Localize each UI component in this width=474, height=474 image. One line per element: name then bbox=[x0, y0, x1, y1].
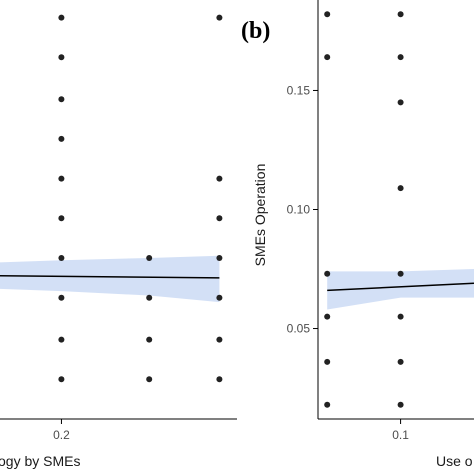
y-tick-label: 0.05 bbox=[287, 322, 311, 336]
data-point bbox=[216, 215, 223, 222]
fit-line-group bbox=[327, 282, 474, 292]
data-point bbox=[146, 376, 153, 383]
data-point bbox=[397, 358, 404, 365]
panel-label: (b) bbox=[241, 18, 270, 44]
data-points-group bbox=[324, 11, 404, 408]
x-axis-title: Use o bbox=[436, 453, 473, 469]
data-point bbox=[324, 313, 331, 320]
fit-line bbox=[0, 274, 220, 279]
data-point bbox=[58, 376, 65, 383]
y-ticks-group: 0.05 0.10 0.15 bbox=[287, 83, 318, 336]
data-point bbox=[324, 270, 331, 277]
data-point bbox=[58, 96, 65, 103]
confidence-band-group bbox=[0, 255, 220, 303]
data-points-group bbox=[58, 14, 223, 383]
y-tick-label: 0.10 bbox=[287, 203, 311, 217]
data-point bbox=[216, 175, 223, 182]
data-point bbox=[58, 336, 65, 343]
data-point bbox=[397, 185, 404, 192]
data-point bbox=[324, 11, 331, 18]
y-axis-title: SMEs Operation bbox=[252, 164, 268, 267]
data-point bbox=[58, 294, 65, 301]
data-point bbox=[397, 99, 404, 106]
x-ticks-group: 0.2 bbox=[53, 419, 70, 442]
data-point bbox=[324, 54, 331, 61]
y-tick-label: 0.15 bbox=[287, 83, 311, 97]
panel-b-plot: 0.05 0.10 0.15 0.1 Use o SMEs Operation (b… bbox=[241, 0, 474, 469]
data-point bbox=[58, 215, 65, 222]
panel-a-plot: 0.2 ogy by SMEs bbox=[0, 14, 237, 469]
data-point bbox=[397, 270, 404, 277]
data-point bbox=[216, 255, 223, 261]
confidence-band bbox=[327, 269, 474, 310]
data-point bbox=[397, 401, 404, 408]
x-axis-title: ogy by SMEs bbox=[0, 453, 80, 469]
data-point bbox=[58, 14, 65, 21]
fit-line bbox=[327, 282, 474, 292]
data-point bbox=[324, 401, 331, 408]
x-tick-label: 0.1 bbox=[392, 428, 409, 442]
data-point bbox=[58, 135, 65, 142]
data-point bbox=[397, 313, 404, 320]
x-ticks-group: 0.1 bbox=[392, 419, 409, 442]
data-point bbox=[216, 14, 223, 21]
data-point bbox=[397, 54, 404, 61]
confidence-band-group bbox=[327, 269, 474, 310]
x-tick-label: 0.2 bbox=[53, 428, 70, 442]
data-point bbox=[146, 255, 153, 261]
data-point bbox=[146, 336, 153, 343]
data-point bbox=[58, 175, 65, 182]
data-point bbox=[216, 376, 223, 383]
fit-line-group bbox=[0, 274, 220, 279]
data-point bbox=[216, 336, 223, 343]
confidence-band bbox=[0, 255, 220, 303]
data-point bbox=[216, 294, 223, 301]
data-point bbox=[146, 294, 153, 301]
data-point bbox=[324, 358, 331, 365]
data-point bbox=[397, 11, 404, 18]
data-point bbox=[58, 54, 65, 61]
data-point bbox=[58, 255, 65, 261]
